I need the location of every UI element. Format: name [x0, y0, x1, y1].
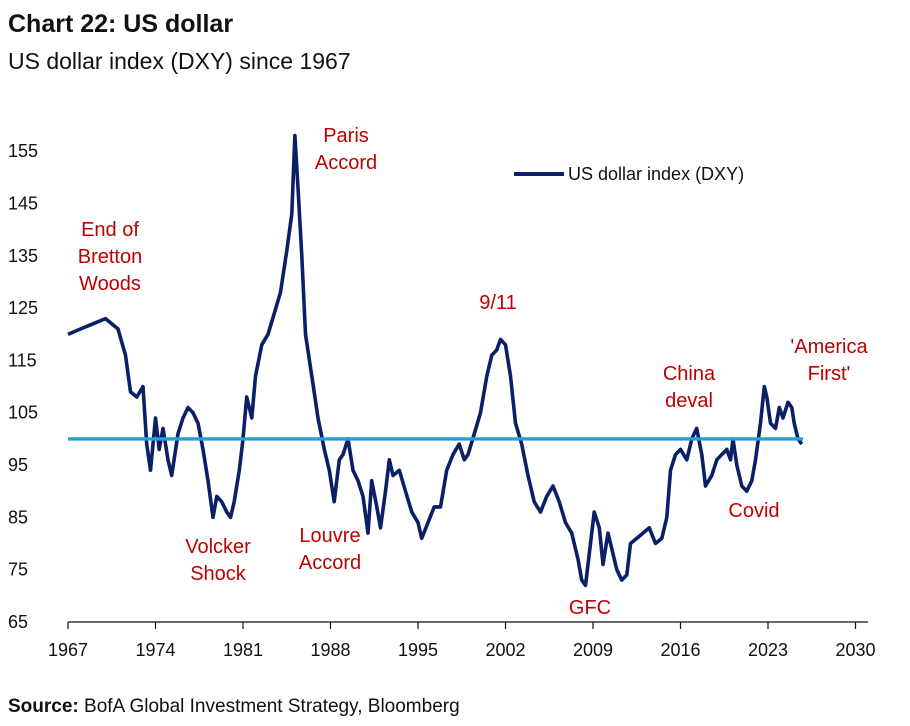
x-tick-label: 1974: [135, 640, 175, 660]
annotation-label: Accord: [299, 552, 361, 574]
annotation-label: Accord: [315, 152, 377, 174]
x-tick-label: 1988: [310, 640, 350, 660]
annotation-label: Woods: [79, 273, 141, 295]
y-tick-label: 145: [8, 193, 38, 213]
y-axis-ticks: 65 75 85 95 105 115 125 135 145 155: [8, 141, 38, 632]
x-tick-label: 2009: [573, 640, 613, 660]
x-tick-label: 2023: [748, 640, 788, 660]
annotations: End of Bretton Woods Volcker Shock Paris Accor…: [78, 125, 869, 619]
annotation-label: Shock: [190, 563, 247, 585]
x-tick-label: 1995: [398, 640, 438, 660]
y-tick-label: 95: [8, 455, 28, 475]
y-tick-label: 105: [8, 403, 38, 423]
series-line-dxy: [67, 133, 804, 588]
y-tick-label: 155: [8, 141, 38, 161]
annotation-label: Bretton: [78, 246, 142, 268]
x-tick-label: 2002: [485, 640, 525, 660]
x-tick-label: 1981: [223, 640, 263, 660]
x-tick-label: 2016: [660, 640, 700, 660]
x-tick-label: 1967: [48, 640, 88, 660]
legend: US dollar index (DXY): [514, 164, 744, 184]
annotation-label: China: [663, 363, 716, 385]
annotation-label: Paris: [323, 125, 369, 147]
y-tick-label: 75: [8, 560, 28, 580]
annotation-label: GFC: [569, 597, 611, 619]
annotation-label: deval: [665, 390, 713, 412]
y-tick-label: 135: [8, 246, 38, 266]
annotation-label: End of: [81, 219, 139, 241]
source-note: Source: BofA Global Investment Strategy,…: [8, 696, 460, 718]
annotation-label: 'America: [790, 336, 868, 358]
chart-subtitle: US dollar index (DXY) since 1967: [8, 48, 351, 74]
annotation-label: 9/11: [479, 292, 516, 314]
annotation-label: Louvre: [299, 525, 360, 547]
source-label: Source:: [8, 696, 79, 717]
y-tick-label: 125: [8, 298, 38, 318]
y-tick-label: 115: [8, 350, 37, 370]
annotation-label: Covid: [728, 500, 779, 522]
annotation-label: Volcker: [185, 536, 251, 558]
y-tick-label: 65: [8, 612, 28, 632]
source-text: BofA Global Investment Strategy, Bloombe…: [84, 696, 460, 717]
chart-title: Chart 22: US dollar: [8, 10, 234, 38]
legend-label-dxy: US dollar index (DXY): [568, 164, 744, 184]
annotation-label: First': [808, 363, 851, 385]
y-tick-label: 85: [8, 507, 28, 527]
x-tick-label: 2030: [835, 640, 875, 660]
x-axis-ticks: 1967 1974 1981 1988 1995 2002 2009 2016 2023 2030: [48, 622, 876, 660]
